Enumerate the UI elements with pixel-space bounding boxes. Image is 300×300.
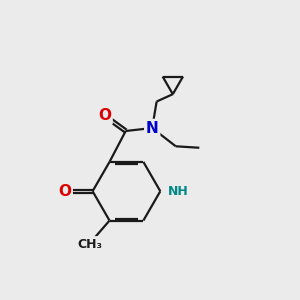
Text: O: O <box>58 184 71 199</box>
Text: O: O <box>98 108 111 123</box>
Text: NH: NH <box>168 185 188 198</box>
Text: CH₃: CH₃ <box>78 238 103 250</box>
Text: N: N <box>146 121 159 136</box>
